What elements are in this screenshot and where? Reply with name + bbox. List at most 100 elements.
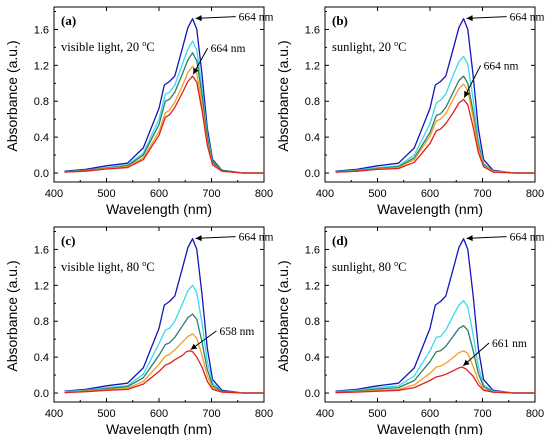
series-line-3 xyxy=(335,325,535,394)
chart-panel-4: 400 500 600 700 800 0.0 0.4 0.8 1.2 1.6 Wavelength… xyxy=(275,226,545,435)
condition-label: visible light, 20 oC xyxy=(61,39,155,54)
chart-panel-1: 400 500 600 700 800 0.0 0.4 0.8 1.2 1.6 Wavelength… xyxy=(4,6,274,217)
series-line-2 xyxy=(64,284,264,394)
annotation-arrow-line xyxy=(195,16,236,19)
x-axis-title: Wavelength (nm) xyxy=(106,421,212,435)
series-line-4 xyxy=(335,350,535,394)
annotation-arrow-line xyxy=(466,236,507,239)
annotation-label: 664 nm xyxy=(510,232,545,244)
x-tick-label: 600 xyxy=(421,408,439,420)
annotation-arrow-head xyxy=(195,15,202,22)
x-tick-label: 400 xyxy=(316,188,334,200)
x-tick-label: 600 xyxy=(150,188,168,200)
y-tick-label: 1.6 xyxy=(305,244,320,256)
y-tick-label: 1.2 xyxy=(34,280,49,292)
annotation-label: 664 nm xyxy=(510,12,545,24)
plot-frame xyxy=(324,6,536,183)
condition-degree: o xyxy=(394,259,398,268)
plot-frame xyxy=(53,6,265,183)
x-tick-label: 700 xyxy=(202,408,220,420)
condition-label: sunlight, 80 oC xyxy=(332,259,407,274)
x-tick-label: 400 xyxy=(45,408,63,420)
chart-panel-2: 400 500 600 700 800 0.0 0.4 0.8 1.2 1.6 Wavelength… xyxy=(275,6,545,217)
y-tick-label: 0.4 xyxy=(34,132,49,144)
annotation-arrow-line xyxy=(195,236,236,239)
series-line-4 xyxy=(64,333,264,394)
x-tick-label: 700 xyxy=(473,188,491,200)
y-tick-label: 0.8 xyxy=(34,96,49,108)
condition-unit: C xyxy=(398,40,406,54)
x-tick-label: 400 xyxy=(45,188,63,200)
annotation-arrow-head xyxy=(195,235,202,242)
x-tick-label: 600 xyxy=(150,408,168,420)
series-line-5 xyxy=(64,350,264,394)
y-tick-label: 0.0 xyxy=(305,388,320,400)
x-tick-label: 800 xyxy=(526,408,544,420)
annotation-arrow-line xyxy=(463,65,482,98)
x-tick-label: 500 xyxy=(97,408,115,420)
condition-unit: C xyxy=(398,260,406,274)
peak-annotation-1: 664 nm xyxy=(466,12,545,24)
panel-label: (d) xyxy=(332,233,348,248)
annotation-label: 658 nm xyxy=(219,326,254,338)
y-tick-label: 0.0 xyxy=(305,168,320,180)
annotation-arrow-line xyxy=(466,16,507,19)
condition-text: visible light, 20 xyxy=(61,40,142,54)
x-tick-label: 500 xyxy=(368,188,386,200)
condition-text: visible light, 80 xyxy=(61,260,142,274)
y-tick-label: 0.8 xyxy=(305,316,320,328)
x-tick-label: 700 xyxy=(202,188,220,200)
annotation-label: 664 nm xyxy=(239,12,274,24)
peak-annotation-2: 664 nm xyxy=(463,60,519,98)
condition-label: visible light, 80 oC xyxy=(61,259,155,274)
condition-unit: C xyxy=(146,260,154,274)
series-line-5 xyxy=(335,98,535,174)
y-tick-label: 0.8 xyxy=(34,316,49,328)
annotation-arrow-head xyxy=(464,90,470,98)
annotation-label: 661 nm xyxy=(492,338,527,350)
annotation-arrow-head xyxy=(466,235,473,242)
y-tick-label: 0.4 xyxy=(305,352,320,364)
x-tick-label: 800 xyxy=(255,408,273,420)
annotation-arrow-head xyxy=(466,15,473,22)
x-tick-label: 500 xyxy=(368,408,386,420)
series-line-1 xyxy=(335,238,535,394)
condition-degree: o xyxy=(142,39,146,48)
panel-label: (a) xyxy=(61,13,76,28)
series-line-2 xyxy=(335,55,535,174)
y-tick-label: 0.0 xyxy=(34,388,49,400)
x-tick-label: 600 xyxy=(421,188,439,200)
condition-text: sunlight, 80 xyxy=(332,260,394,274)
y-axis-title: Absorbance (a.u.) xyxy=(4,260,20,371)
series-line-3 xyxy=(64,52,264,174)
x-axis-title: Wavelength (nm) xyxy=(377,201,483,217)
series-line-4 xyxy=(335,83,535,174)
chart-panel-3: 400 500 600 700 800 0.0 0.4 0.8 1.2 1.6 Wavelength… xyxy=(4,226,274,435)
y-tick-label: 1.6 xyxy=(34,244,49,256)
peak-annotation-1: 664 nm xyxy=(195,12,274,24)
annotation-label: 664 nm xyxy=(484,60,519,72)
annotation-arrow-head xyxy=(190,343,198,350)
peak-annotation-2: 658 nm xyxy=(190,326,254,351)
x-tick-label: 800 xyxy=(526,188,544,200)
annotation-label: 664 nm xyxy=(239,232,274,244)
annotation-arrow-head xyxy=(193,67,199,75)
x-tick-label: 400 xyxy=(316,408,334,420)
y-tick-label: 0.4 xyxy=(34,352,49,364)
plot-frame xyxy=(324,226,536,403)
peak-annotation-2: 661 nm xyxy=(462,338,527,367)
series-line-1 xyxy=(335,18,535,174)
x-tick-label: 500 xyxy=(97,188,115,200)
series-line-5 xyxy=(64,75,264,174)
condition-degree: o xyxy=(142,259,146,268)
condition-label: sunlight, 20 oC xyxy=(332,39,407,54)
peak-annotation-1: 664 nm xyxy=(466,232,545,244)
y-axis-title: Absorbance (a.u.) xyxy=(275,260,291,371)
x-axis-title: Wavelength (nm) xyxy=(377,421,483,435)
condition-text: sunlight, 20 xyxy=(332,40,394,54)
x-axis-title: Wavelength (nm) xyxy=(106,201,212,217)
panel-label: (b) xyxy=(332,13,348,28)
y-tick-label: 1.6 xyxy=(305,24,320,36)
series-line-2 xyxy=(335,299,535,394)
